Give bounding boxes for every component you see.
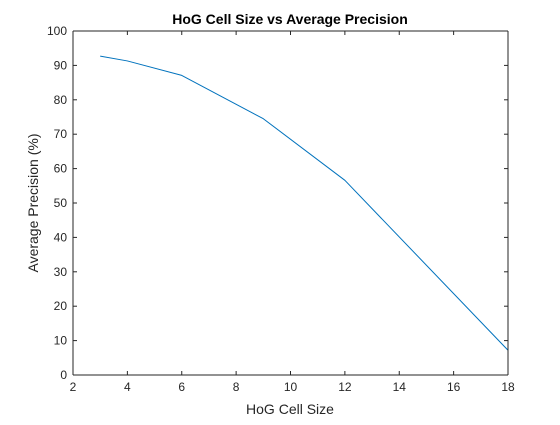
y-tick-label: 10 bbox=[54, 334, 68, 348]
x-tick-label: 16 bbox=[447, 380, 461, 394]
x-tick-label: 10 bbox=[284, 380, 298, 394]
x-tick-label: 12 bbox=[338, 380, 352, 394]
y-tick-label: 100 bbox=[47, 24, 67, 38]
x-tick-label: 14 bbox=[393, 380, 407, 394]
x-tick-label: 8 bbox=[233, 380, 240, 394]
x-tick-label: 6 bbox=[178, 380, 185, 394]
y-tick-label: 90 bbox=[54, 58, 68, 72]
y-tick-label: 0 bbox=[60, 368, 67, 382]
chart-title: HoG Cell Size vs Average Precision bbox=[172, 11, 408, 27]
y-tick-label: 20 bbox=[54, 299, 68, 313]
x-tick-label: 18 bbox=[501, 380, 515, 394]
y-tick-label: 80 bbox=[54, 93, 68, 107]
y-tick-label: 40 bbox=[54, 230, 68, 244]
y-tick-label: 60 bbox=[54, 162, 68, 176]
x-tick-label: 4 bbox=[124, 380, 131, 394]
series-line-1 bbox=[100, 55, 509, 351]
x-tick-label: 2 bbox=[70, 380, 77, 394]
y-axis-label: Average Precision (%) bbox=[25, 133, 41, 272]
y-tick-label: 50 bbox=[54, 196, 68, 210]
plot-area bbox=[73, 31, 508, 375]
x-axis-label: HoG Cell Size bbox=[246, 401, 334, 417]
y-tick-label: 70 bbox=[54, 127, 68, 141]
y-tick-label: 30 bbox=[54, 265, 68, 279]
